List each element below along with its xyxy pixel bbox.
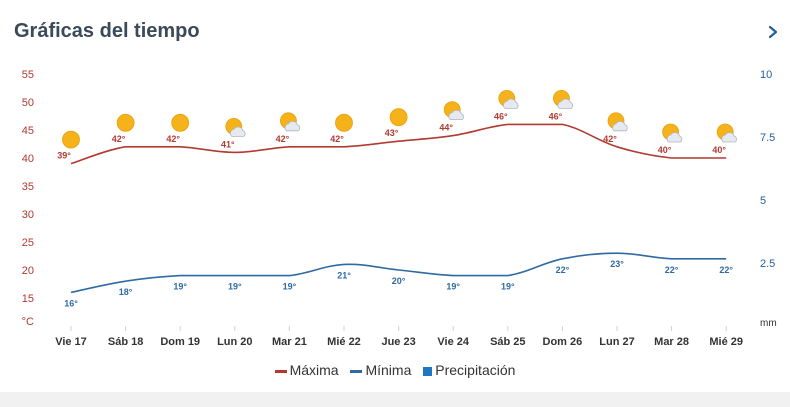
x-axis-tick-label: Mar 28 [654, 336, 689, 348]
x-axis-tick-label: Mié 22 [327, 336, 361, 348]
partly-cloudy-icon-cloud [448, 109, 464, 120]
page-title: Gráficas del tiempo [14, 20, 200, 42]
data-label-min: 23° [610, 259, 624, 269]
left-axis-tick-label: 35 [22, 181, 34, 193]
chevron-right-icon[interactable] [767, 20, 781, 44]
x-axis-tick-label: Mié 29 [709, 336, 743, 348]
right-axis-tick-label: 7.5 [760, 132, 775, 144]
x-axis-tick-label: Dom 19 [160, 336, 200, 348]
data-label-min: 19° [228, 282, 242, 292]
temperature-chart: 55 50 45 40 35 30 25 20 15 °C 10 7.5 5 2.5 mm Vie 17 Sáb… [22, 69, 777, 348]
x-axis-tick-label: Vie 24 [437, 336, 469, 348]
data-label-min: 19° [501, 282, 515, 292]
sun-icon [62, 130, 80, 149]
left-axis-tick-label: 55 [22, 69, 34, 81]
legend-label-min: Mínima [365, 362, 412, 378]
partly-cloudy-icon-cloud [612, 121, 628, 132]
sun-icon [171, 113, 190, 132]
data-label-min: 22° [665, 265, 679, 275]
legend-label-max: Máxima [289, 362, 339, 378]
legend-swatch-min [350, 369, 363, 373]
partly-cloudy-icon-cloud [230, 126, 246, 137]
data-label-max: 46° [549, 111, 563, 121]
partly-cloudy-icon-cloud [284, 121, 301, 132]
data-label-min: 19° [446, 282, 460, 292]
data-label-min: 19° [283, 282, 297, 292]
data-label-max: 39° [57, 151, 71, 161]
x-axis-tick-label: Jue 23 [381, 336, 415, 348]
right-axis-tick-label: 5 [760, 195, 766, 207]
legend-item-max[interactable]: Máxima [274, 362, 339, 378]
weather-charts-card: Gráficas del tiempo 55 50 45 40 35 30 25 20 15 °C… [0, 0, 790, 392]
right-axis-tick-label: 2.5 [760, 258, 775, 270]
left-axis-tick-label: 40 [22, 153, 34, 165]
data-label-max: 46° [494, 111, 508, 121]
data-label-max: 41° [221, 139, 235, 149]
series-line-min [70, 252, 727, 294]
data-label-min: 22° [719, 265, 733, 275]
data-label-min: 16° [64, 298, 78, 308]
x-axis-tick-label: Dom 26 [543, 336, 583, 348]
data-label-max: 42° [166, 134, 180, 144]
data-label-max: 40° [658, 145, 672, 155]
right-axis-unit: mm [760, 318, 777, 329]
left-axis-tick-label: 20 [22, 265, 34, 277]
x-axis-tick-label: Lun 27 [599, 336, 634, 348]
left-axis-unit: °C [22, 316, 34, 328]
data-label-max: 42° [603, 134, 617, 144]
partly-cloudy-icon-cloud [666, 132, 683, 143]
chart-legend: Máxima Mínima Precipitación [0, 362, 790, 378]
x-axis-tick-label: Sáb 18 [108, 336, 143, 348]
data-label-max: 42° [330, 134, 344, 144]
legend-item-precip[interactable]: Precipitación [423, 362, 515, 378]
x-axis-tick-label: Vie 17 [55, 336, 87, 348]
x-axis-tick-label: Mar 21 [272, 336, 307, 348]
right-axis-tick-label: 10 [760, 69, 772, 81]
data-label-max: 44° [439, 123, 453, 133]
left-axis-tick-label: 25 [22, 237, 34, 249]
x-axis-tick-label: Sáb 25 [490, 336, 525, 348]
data-label-max: 40° [712, 145, 726, 155]
data-label-min: 22° [556, 265, 570, 275]
legend-label-precip: Precipitación [435, 362, 516, 378]
data-label-max: 42° [276, 134, 290, 144]
left-axis-tick-label: 15 [22, 293, 34, 305]
sun-icon [389, 108, 408, 127]
partly-cloudy-icon-cloud [557, 98, 574, 109]
partly-cloudy-icon-cloud [503, 98, 519, 109]
data-label-min: 20° [392, 276, 406, 286]
legend-item-min[interactable]: Mínima [350, 362, 411, 378]
data-label-max: 42° [112, 134, 126, 144]
partly-cloudy-icon-cloud [721, 132, 737, 143]
data-label-min: 21° [337, 270, 351, 280]
left-axis-tick-label: 45 [22, 125, 34, 137]
legend-swatch-precip [423, 366, 433, 376]
x-axis-tick-label: Lun 20 [217, 336, 252, 348]
series-line-max [70, 123, 727, 165]
sun-icon [116, 113, 135, 132]
left-axis-tick-label: 50 [22, 97, 34, 109]
data-label-min: 18° [119, 287, 133, 297]
sun-icon [335, 113, 353, 132]
left-axis-tick-label: 30 [22, 209, 34, 221]
data-label-min: 19° [173, 282, 187, 292]
legend-swatch-max [274, 369, 287, 373]
data-label-max: 43° [385, 128, 399, 138]
